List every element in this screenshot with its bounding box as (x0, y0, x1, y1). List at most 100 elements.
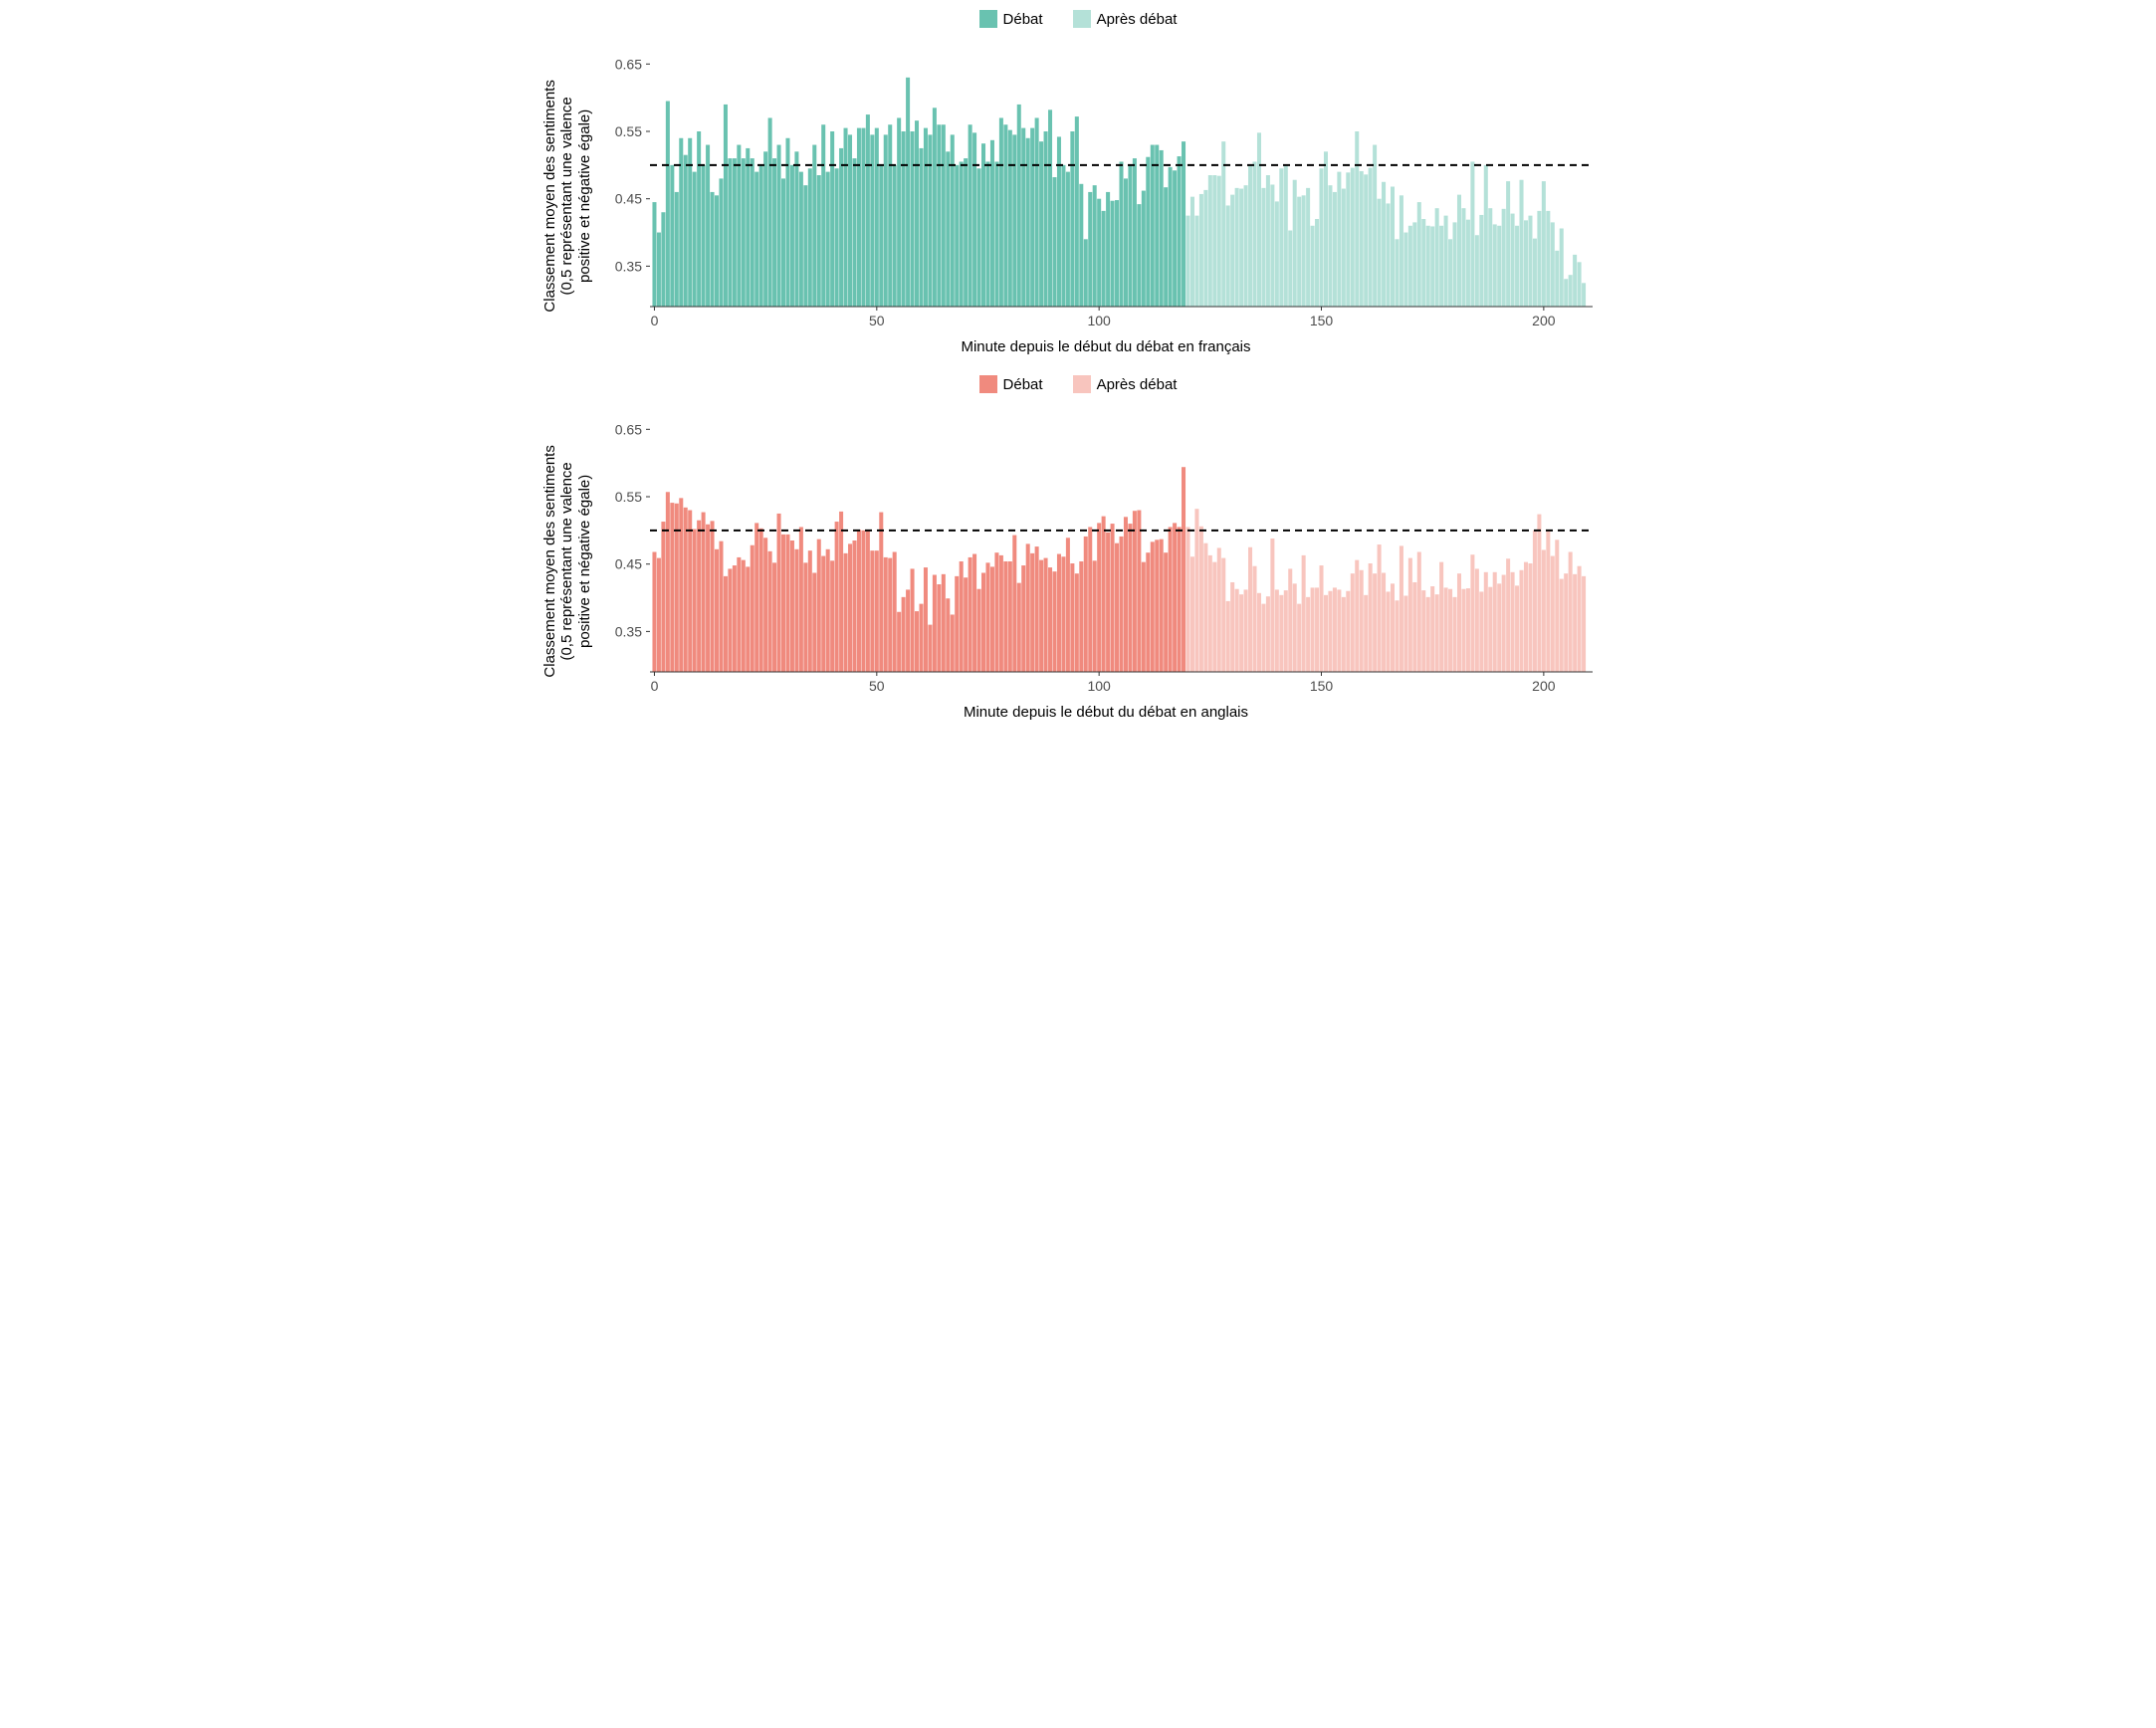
bar (780, 178, 784, 307)
bar (1189, 556, 1193, 672)
bar (1207, 175, 1211, 307)
bar (1301, 555, 1305, 672)
bar (750, 158, 754, 307)
bar (1373, 145, 1377, 307)
bar (1177, 156, 1181, 307)
bar (1079, 561, 1083, 672)
x-tick-label: 100 (1087, 313, 1111, 328)
bar (1177, 527, 1181, 672)
bar (901, 131, 905, 307)
bar (1123, 178, 1127, 307)
bar (1368, 168, 1372, 307)
bar (1110, 201, 1114, 307)
bar (1506, 558, 1510, 672)
bar (1319, 565, 1323, 672)
bar (1261, 604, 1265, 672)
bar (688, 138, 692, 307)
bar (1119, 537, 1123, 672)
bar (1110, 524, 1114, 672)
bar (906, 589, 910, 672)
bar (1155, 145, 1159, 307)
bar (1203, 543, 1207, 672)
bar (1416, 202, 1420, 307)
bar (1088, 527, 1092, 672)
legend-swatch-apres-fr (1073, 10, 1091, 28)
bar (1395, 600, 1399, 672)
bar (688, 511, 692, 672)
bar (1297, 604, 1301, 672)
bar (923, 567, 927, 672)
bar (1425, 597, 1429, 672)
bar (652, 202, 656, 307)
bar (1479, 591, 1483, 672)
bar (692, 172, 696, 307)
y-tick-label: 0.65 (614, 56, 641, 72)
bar (1256, 593, 1260, 672)
bar (1515, 585, 1519, 672)
bar (1070, 131, 1074, 307)
bar (714, 195, 718, 307)
bar (1261, 188, 1265, 307)
bar (1323, 151, 1327, 307)
bar (1310, 226, 1314, 307)
bar (856, 530, 860, 672)
bar (1092, 560, 1096, 672)
bar (1270, 539, 1274, 672)
bar (789, 540, 793, 672)
bar (1488, 208, 1492, 307)
bar (1225, 205, 1229, 307)
bar (1328, 185, 1332, 307)
bar (998, 555, 1002, 672)
bar (746, 148, 750, 307)
bar (1515, 226, 1519, 307)
bar (679, 498, 683, 672)
bar (1573, 574, 1577, 672)
bar (1150, 145, 1154, 307)
bar (874, 128, 878, 307)
y-axis-label-en: Classement moyen des sentiments (0,5 rep… (541, 445, 593, 677)
bar (1346, 591, 1350, 672)
bar (763, 538, 767, 672)
bar (692, 529, 696, 672)
y-axis-label-fr: Classement moyen des sentiments (0,5 rep… (541, 80, 593, 312)
bar (728, 158, 732, 307)
bar (1270, 184, 1274, 307)
bar (1306, 597, 1310, 672)
bar (1030, 553, 1034, 672)
bar (1137, 204, 1141, 307)
legend-french: Débat Après débat (539, 10, 1617, 28)
bar (1382, 182, 1386, 307)
bar (1456, 573, 1460, 672)
bar (1434, 208, 1438, 307)
bar (1248, 165, 1252, 307)
bar (1283, 165, 1287, 307)
bar (1234, 589, 1238, 672)
bar (946, 598, 950, 672)
bar (1568, 275, 1572, 307)
bar (785, 138, 789, 307)
bar (1182, 141, 1186, 307)
legend-english: Débat Après débat (539, 375, 1617, 393)
bar (1212, 175, 1216, 307)
bar (1186, 527, 1189, 672)
bar (670, 503, 674, 672)
bar (772, 562, 776, 672)
bar (1568, 552, 1572, 672)
bar (1564, 573, 1568, 672)
bar (1007, 561, 1011, 672)
bar (1115, 543, 1119, 672)
bar (1407, 558, 1411, 672)
bar (755, 523, 758, 672)
bar (1221, 141, 1225, 307)
bar (1337, 589, 1341, 672)
bar (1532, 531, 1536, 672)
bar (821, 556, 825, 672)
bar (1083, 239, 1087, 307)
bar (1332, 192, 1336, 307)
bar (755, 172, 758, 307)
bar (723, 576, 727, 672)
bar (1519, 570, 1523, 672)
bar (1399, 545, 1402, 672)
bar (1097, 523, 1101, 672)
bar (1101, 517, 1105, 672)
